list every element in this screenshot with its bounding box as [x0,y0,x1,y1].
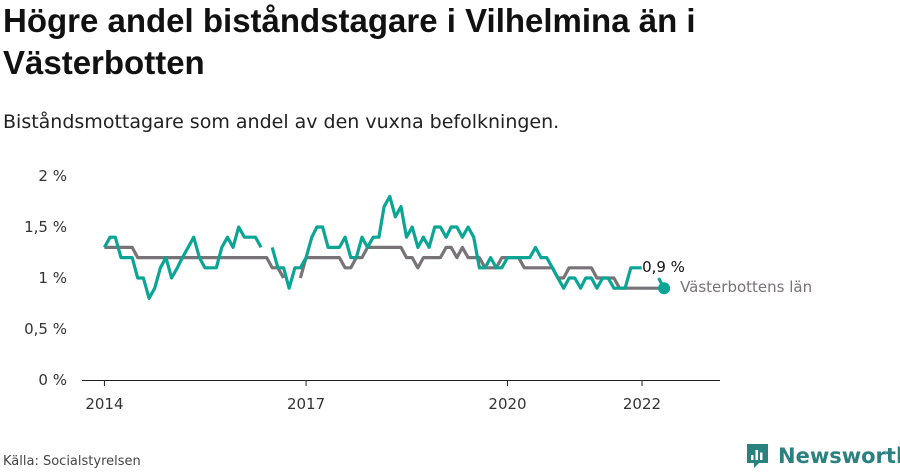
source-note: Källa: Socialstyrelsen [3,454,141,469]
y-axis: 0 % 0,5 % 1 % 1,5 % 2 % [24,167,67,389]
chart-title: Högre andel biståndstagare i Vilhelmina … [3,2,696,81]
brand-logo: Newsworthy [745,441,900,471]
x-tick-label: 2014 [85,395,123,413]
x-tick-label: 2017 [287,395,325,413]
series-line-vasterbottens-lan [104,245,665,290]
newsworthy-logo-icon [747,444,768,468]
y-tick-label: 1 % [38,269,67,287]
y-tick-label: 0,5 % [24,320,67,338]
y-tick-label: 0 % [38,371,67,389]
brand-name: Newsworthy [778,444,900,468]
chart-subtitle: Biståndsmottagare som andel av den vuxna… [3,111,560,133]
series-lines [103,194,666,300]
y-tick-label: 1,5 % [24,218,67,236]
series-labels: 0,9 % Västerbottens län [641,257,814,298]
x-tick-label: 2022 [623,395,661,413]
series-end-marker [658,282,671,295]
x-tick-label: 2020 [488,395,526,413]
y-tick-label: 2 % [38,167,67,185]
x-axis: 2014 2017 2020 2022 [82,380,720,413]
end-value-label: 0,9 % [642,258,685,276]
series-name-label: Västerbottens län [680,278,812,296]
